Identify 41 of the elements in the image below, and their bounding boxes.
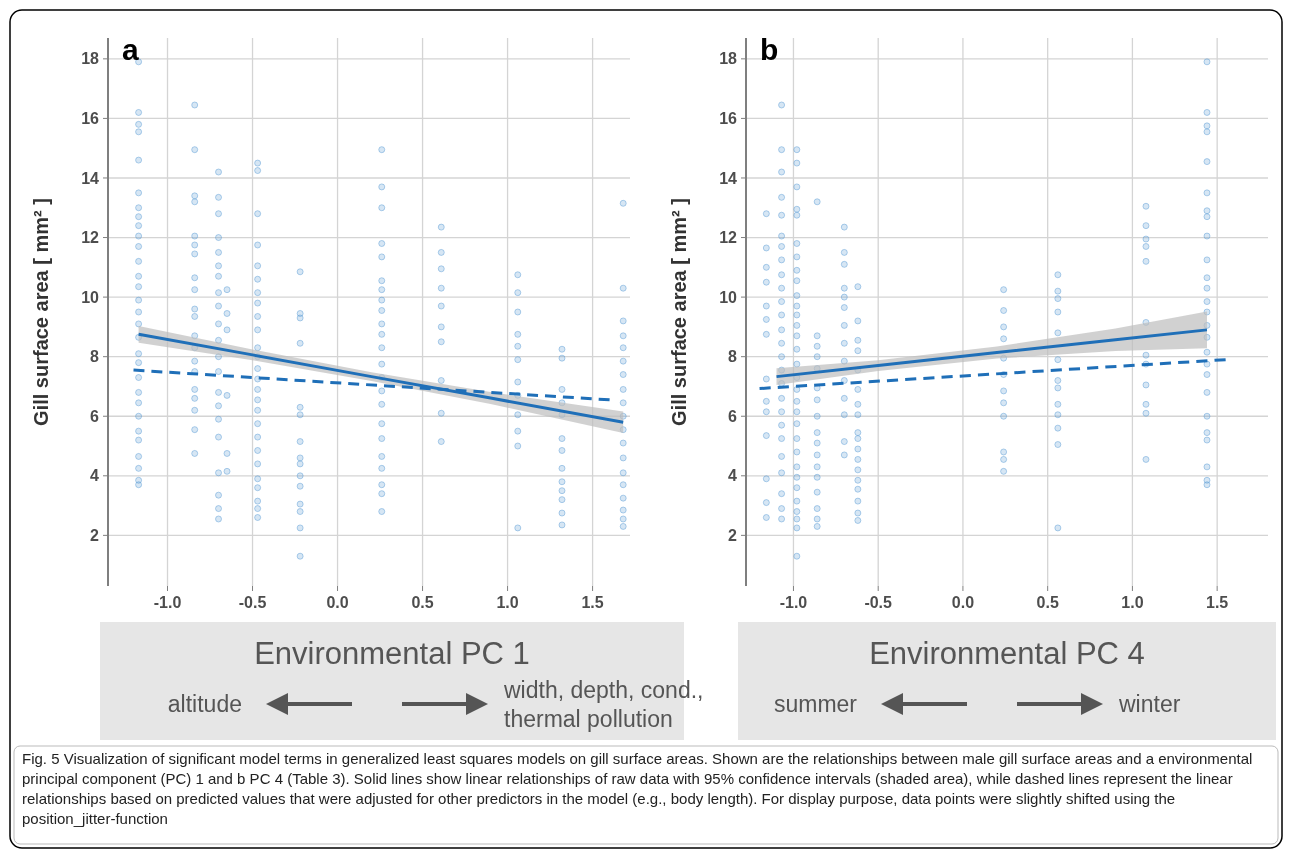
x-tick-label: -0.5 — [238, 594, 267, 611]
y-tick-label: 2 — [728, 526, 738, 544]
x-tick-label: -0.5 — [864, 594, 893, 611]
y-tick-label: 10 — [81, 288, 100, 306]
chart-title: a — [122, 33, 139, 66]
x-tick-label: 0.5 — [411, 594, 434, 611]
x-tick-label: 1.5 — [1206, 594, 1229, 611]
y-tick-label: 6 — [90, 407, 100, 425]
y-tick-label: 12 — [81, 229, 100, 247]
text: winter — [1118, 691, 1181, 717]
x-tick-label: 1.0 — [496, 594, 519, 611]
x-tick-label: -1.0 — [153, 594, 182, 611]
y-tick-label: 4 — [90, 467, 100, 485]
text: summer — [773, 691, 858, 717]
y-axis-title: Gill surface area [ mm² ] — [30, 198, 52, 426]
x-tick-label: 1.0 — [1121, 594, 1144, 611]
y-tick-label: 18 — [719, 50, 738, 68]
y-tick-label: 16 — [719, 110, 738, 128]
text: width, depth, cond., thermal pollution — [503, 677, 704, 732]
x-tick-label: 0.0 — [951, 594, 975, 611]
x-axis-title: Environmental PC 1 — [254, 636, 530, 671]
y-tick-label: 18 — [81, 50, 100, 68]
y-tick-label: 10 — [719, 288, 738, 306]
y-tick-label: 8 — [90, 348, 100, 366]
y-tick-label: 6 — [728, 407, 738, 425]
y-tick-label: 14 — [81, 169, 100, 187]
y-tick-label: 16 — [81, 110, 100, 128]
y-tick-label: 14 — [719, 169, 738, 187]
x-tick-label: 0.5 — [1036, 594, 1059, 611]
text: altitude — [167, 691, 242, 717]
y-tick-label: 8 — [728, 348, 738, 366]
x-tick-label: -1.0 — [779, 594, 808, 611]
y-tick-label: 2 — [90, 526, 100, 544]
caption: Fig. 5 Visualization of significant model terms in generalized least squares models on gill surface areas. Shown are the relationships between male gill surface areas and a environmental principal component (PC) 1 and b PC 4 (Table 3). Solid lines show linear relationships of raw data with 95% confidence intervals (shaded area), while dashed lines represent the linear relationships based on predicted values that were adjusted for other predictors in the model (e.g., body length). For display purpose, data points were slightly shifted using the position_jitter-function — [22, 750, 1253, 827]
chart-title: b — [760, 33, 779, 66]
y-axis-title: Gill surface area [ mm² ] — [668, 198, 690, 426]
x-tick-label: 0.0 — [326, 594, 349, 611]
x-tick-label: 1.5 — [581, 594, 604, 611]
x-axis-title: Environmental PC 4 — [869, 636, 1145, 671]
y-tick-label: 12 — [719, 229, 738, 247]
y-tick-label: 4 — [728, 467, 738, 485]
